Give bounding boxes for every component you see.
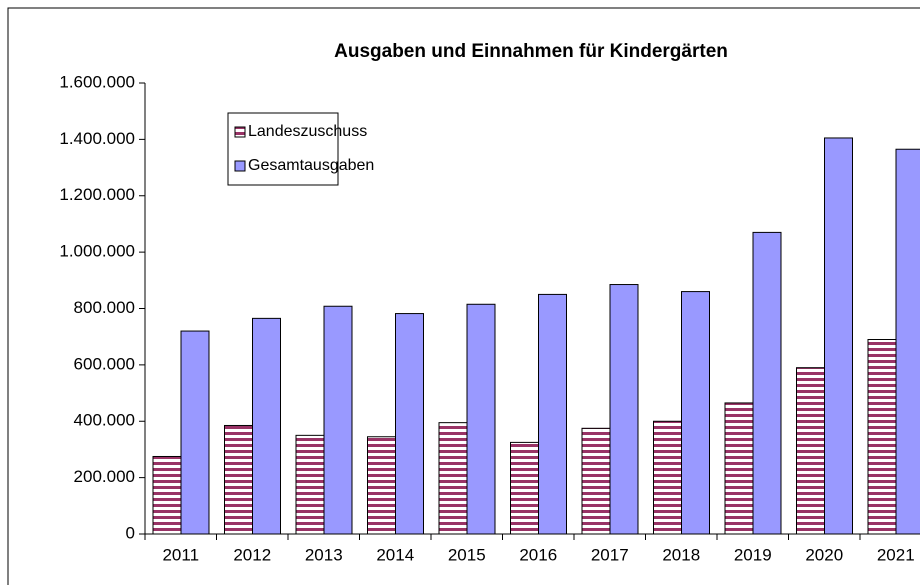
x-tick-label: 2020: [805, 545, 843, 564]
bar: [438, 422, 468, 535]
y-tick-label: 1.600.000: [59, 72, 135, 91]
x-tick-label: 2015: [448, 545, 486, 564]
x-tick-label: 2018: [662, 545, 700, 564]
bar: [581, 427, 611, 535]
x-tick-label: 2012: [233, 545, 271, 564]
y-tick-label: 1.200.000: [59, 185, 135, 204]
x-tick-label: 2019: [734, 545, 772, 564]
legend-box: [227, 112, 339, 186]
y-tick-label: 0: [126, 523, 135, 542]
bar: [724, 402, 754, 535]
legend-swatch: [234, 160, 246, 172]
y-tick-label: 600.000: [74, 354, 135, 373]
y-tick-label: 400.000: [74, 411, 135, 430]
bar: [752, 231, 782, 535]
bar: [252, 317, 281, 535]
bar: [867, 339, 897, 535]
bar: [295, 434, 325, 535]
x-tick-label: 2011: [162, 545, 199, 564]
bar: [538, 293, 567, 535]
x-tick-label: 2017: [591, 545, 629, 564]
y-tick-label: 800.000: [74, 298, 135, 317]
legend-label: Landeszuschuss: [248, 123, 367, 140]
legend-label: Gesamtausgaben: [248, 157, 374, 174]
bar: [152, 455, 182, 535]
y-tick-label: 1.400.000: [59, 129, 135, 148]
bar: [609, 284, 639, 535]
bar: [180, 330, 210, 535]
bar: [653, 420, 682, 535]
bar: [323, 305, 353, 535]
bar: [466, 303, 496, 535]
x-tick-label: 2013: [305, 545, 343, 564]
x-tick-label: 2016: [519, 545, 557, 564]
bar: [895, 148, 920, 535]
chart-title: Ausgaben und Einnahmen für Kindergärten: [334, 41, 728, 62]
bar: [510, 441, 539, 535]
y-tick-label: 1.000.000: [59, 242, 135, 261]
x-tick-label: 2014: [376, 545, 414, 564]
bar: [681, 291, 710, 535]
bar: [224, 424, 253, 535]
bar: [367, 436, 396, 535]
legend-swatch: [234, 126, 246, 138]
x-tick-label: 2021: [877, 545, 915, 564]
y-tick-label: 200.000: [74, 467, 135, 486]
bar: [796, 367, 825, 535]
bar: [395, 313, 424, 535]
bar: [824, 137, 853, 535]
